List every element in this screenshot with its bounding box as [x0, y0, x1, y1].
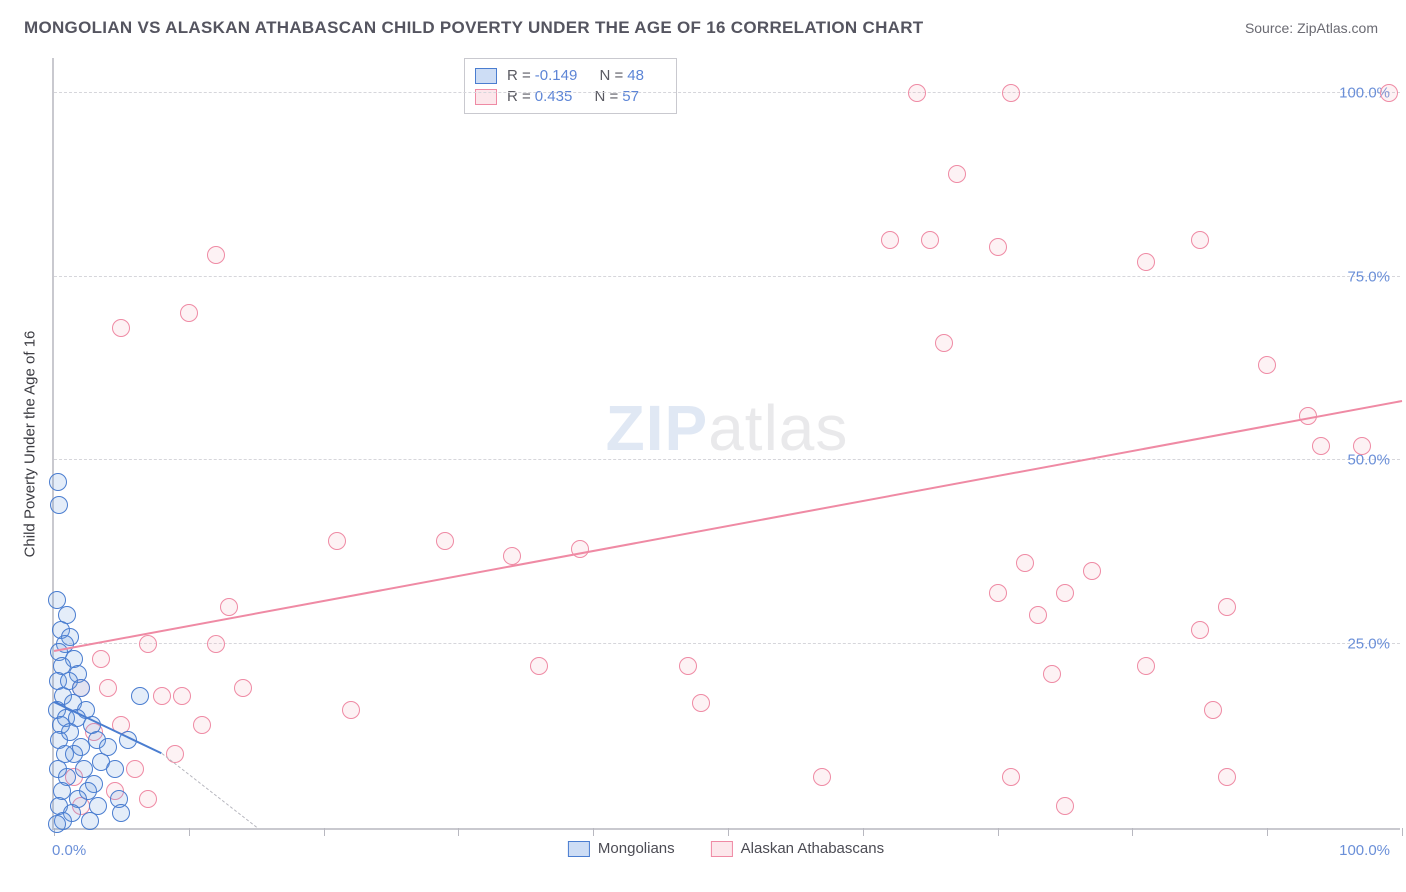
x-tick — [1267, 828, 1268, 836]
point-athabascans — [436, 532, 454, 550]
point-athabascans — [112, 319, 130, 337]
point-athabascans — [503, 547, 521, 565]
point-mongolians — [81, 812, 99, 830]
point-athabascans — [1002, 768, 1020, 786]
point-athabascans — [1083, 562, 1101, 580]
x-tick — [728, 828, 729, 836]
point-athabascans — [1056, 797, 1074, 815]
point-athabascans — [908, 84, 926, 102]
legend-r-athabascans: R =0.435 N =57 — [507, 88, 657, 105]
x-tick — [324, 828, 325, 836]
point-athabascans — [989, 238, 1007, 256]
point-athabascans — [1043, 665, 1061, 683]
point-athabascans — [935, 334, 953, 352]
point-athabascans — [92, 650, 110, 668]
watermark: ZIPatlas — [606, 391, 849, 465]
gridline-h — [54, 643, 1400, 644]
swatch-athabascans-icon — [711, 841, 733, 857]
point-athabascans — [193, 716, 211, 734]
point-athabascans — [813, 768, 831, 786]
point-athabascans — [153, 687, 171, 705]
point-mongolians — [131, 687, 149, 705]
point-mongolians — [50, 496, 68, 514]
legend-item-mongolians: Mongolians — [568, 840, 675, 857]
swatch-mongolians — [475, 68, 497, 84]
legend-item-athabascans: Alaskan Athabascans — [711, 840, 884, 857]
series-legend: Mongolians Alaskan Athabascans — [568, 840, 884, 857]
x-tick — [458, 828, 459, 836]
legend-label-mongolians: Mongolians — [598, 840, 675, 857]
x-tick — [863, 828, 864, 836]
gridline-h — [54, 92, 1400, 93]
trendline-dash-mongolians — [162, 754, 257, 828]
x-tick — [1402, 828, 1403, 836]
point-athabascans — [207, 246, 225, 264]
point-athabascans — [679, 657, 697, 675]
point-mongolians — [106, 760, 124, 778]
correlation-legend: R =-0.149 N =48 R =0.435 N =57 — [464, 58, 677, 114]
point-athabascans — [173, 687, 191, 705]
point-athabascans — [948, 165, 966, 183]
x-tick-label-max: 100.0% — [1339, 842, 1390, 859]
chart-area: Child Poverty Under the Age of 16 ZIPatl… — [52, 58, 1400, 830]
point-athabascans — [1258, 356, 1276, 374]
swatch-mongolians-icon — [568, 841, 590, 857]
point-athabascans — [1016, 554, 1034, 572]
point-athabascans — [530, 657, 548, 675]
point-athabascans — [126, 760, 144, 778]
gridline-h — [54, 459, 1400, 460]
x-tick — [998, 828, 999, 836]
point-mongolians — [112, 804, 130, 822]
legend-row-mongolians: R =-0.149 N =48 — [475, 65, 662, 86]
point-athabascans — [234, 679, 252, 697]
legend-row-athabascans: R =0.435 N =57 — [475, 86, 662, 107]
point-athabascans — [1353, 437, 1371, 455]
point-athabascans — [220, 598, 238, 616]
point-athabascans — [342, 701, 360, 719]
point-athabascans — [207, 635, 225, 653]
legend-label-athabascans: Alaskan Athabascans — [741, 840, 884, 857]
point-athabascans — [1191, 231, 1209, 249]
point-athabascans — [166, 745, 184, 763]
point-athabascans — [1191, 621, 1209, 639]
point-athabascans — [881, 231, 899, 249]
legend-r-mongolians: R =-0.149 N =48 — [507, 67, 662, 84]
point-athabascans — [1312, 437, 1330, 455]
scatter-plot: ZIPatlas R =-0.149 N =48 R =0.435 N =57 … — [52, 58, 1400, 830]
source-attribution: Source: ZipAtlas.com — [1245, 20, 1378, 36]
y-tick-label: 50.0% — [1347, 452, 1390, 469]
point-athabascans — [1056, 584, 1074, 602]
point-athabascans — [139, 635, 157, 653]
point-athabascans — [921, 231, 939, 249]
point-mongolians — [49, 473, 67, 491]
y-tick-label: 75.0% — [1347, 268, 1390, 285]
trendline-athabascans — [54, 400, 1402, 652]
point-athabascans — [328, 532, 346, 550]
point-athabascans — [1380, 84, 1398, 102]
point-athabascans — [1029, 606, 1047, 624]
point-athabascans — [139, 790, 157, 808]
x-tick-label-min: 0.0% — [52, 842, 86, 859]
point-athabascans — [1137, 657, 1155, 675]
point-athabascans — [1002, 84, 1020, 102]
x-tick — [1132, 828, 1133, 836]
point-athabascans — [1218, 768, 1236, 786]
chart-title: MONGOLIAN VS ALASKAN ATHABASCAN CHILD PO… — [24, 18, 923, 38]
point-mongolians — [48, 815, 66, 833]
point-athabascans — [1218, 598, 1236, 616]
point-athabascans — [1137, 253, 1155, 271]
point-athabascans — [989, 584, 1007, 602]
y-tick-label: 25.0% — [1347, 636, 1390, 653]
point-athabascans — [1204, 701, 1222, 719]
point-athabascans — [99, 679, 117, 697]
x-tick — [189, 828, 190, 836]
point-athabascans — [692, 694, 710, 712]
gridline-h — [54, 276, 1400, 277]
y-axis-label: Child Poverty Under the Age of 16 — [22, 331, 39, 558]
x-tick — [593, 828, 594, 836]
point-athabascans — [180, 304, 198, 322]
